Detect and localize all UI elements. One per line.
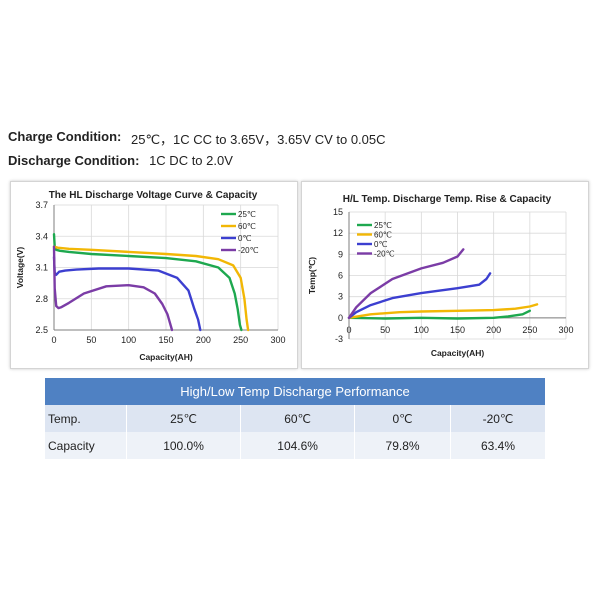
series-line--20℃ (52, 245, 174, 332)
table-row: Capacity 100.0% 104.6% 79.8% 63.4% (45, 432, 545, 459)
discharge-condition: Discharge Condition: 1C DC to 2.0V (8, 153, 233, 168)
legend-label: 25℃ (238, 210, 256, 219)
y-tick-label: 0 (338, 313, 343, 323)
x-tick-label: 300 (558, 325, 573, 335)
y-axis-label: Temp(℃) (307, 257, 317, 294)
x-tick-label: 0 (51, 335, 56, 345)
y-tick-label: 15 (333, 207, 343, 217)
series-line-60℃ (52, 245, 250, 332)
x-tick-label: 250 (233, 335, 248, 345)
x-axis-label: Capacity(AH) (431, 348, 485, 358)
table-cell: 0℃ (354, 405, 451, 432)
charge-condition: Charge Condition: 25℃，1C CC to 3.65V，3.6… (8, 129, 386, 147)
legend-label: -20℃ (238, 246, 259, 255)
x-tick-label: 250 (522, 325, 537, 335)
y-axis-label: Voltage(V) (15, 247, 25, 289)
series-line-0℃ (52, 255, 202, 332)
table-cell: 79.8% (354, 432, 451, 459)
temp-rise-chart: H/L Temp. Discharge Temp. Rise & Capacit… (307, 194, 574, 358)
y-tick-label: 3 (338, 292, 343, 302)
x-tick-label: 100 (121, 335, 136, 345)
y-tick-label: 9 (338, 249, 343, 259)
series-line-25℃ (347, 309, 531, 320)
temp-rise-chart-panel: H/L Temp. Discharge Temp. Rise & Capacit… (301, 181, 589, 369)
chart-title: H/L Temp. Discharge Temp. Rise & Capacit… (343, 194, 552, 205)
x-axis-label: Capacity(AH) (139, 352, 193, 362)
table-cell: 104.6% (240, 432, 355, 459)
series-line-0℃ (347, 272, 492, 319)
x-tick-label: 150 (158, 335, 173, 345)
y-tick-label: 12 (333, 228, 343, 238)
discharge-condition-label: Discharge Condition: (8, 153, 140, 168)
table-header-row: Temp. 25℃ 60℃ 0℃ -20℃ (45, 405, 545, 432)
x-tick-label: 150 (450, 325, 465, 335)
x-tick-label: 100 (414, 325, 429, 335)
chart-title: The HL Discharge Voltage Curve & Capacit… (49, 190, 258, 201)
legend-label: 60℃ (238, 222, 256, 231)
legend-label: 0℃ (238, 234, 251, 243)
table-cell: 63.4% (449, 432, 545, 459)
table-cell: Capacity (45, 432, 127, 459)
table-cell: 25℃ (125, 405, 241, 432)
y-tick-label: 3.4 (35, 231, 48, 241)
table-cell: 100.0% (125, 432, 241, 459)
x-tick-label: 200 (486, 325, 501, 335)
y-tick-label: 2.5 (35, 325, 48, 335)
table-cell: Temp. (45, 405, 127, 432)
table-cell: -20℃ (449, 405, 545, 432)
performance-table-title: High/Low Temp Discharge Performance (45, 378, 545, 405)
legend-label: 60℃ (374, 231, 392, 240)
legend-label: 25℃ (374, 221, 392, 230)
voltage-discharge-chart: The HL Discharge Voltage Curve & Capacit… (15, 190, 286, 362)
legend-label: 0℃ (374, 240, 387, 249)
legend-label: -20℃ (374, 250, 395, 259)
x-tick-label: 50 (380, 325, 390, 335)
y-tick-label: 6 (338, 271, 343, 281)
y-tick-label: 2.8 (35, 294, 48, 304)
y-tick-label: 3.7 (35, 200, 48, 210)
x-tick-label: 300 (270, 335, 285, 345)
x-tick-label: 200 (196, 335, 211, 345)
performance-table: High/Low Temp Discharge Performance Temp… (45, 378, 545, 459)
series-line-25℃ (52, 233, 243, 332)
charge-condition-label: Charge Condition: (8, 129, 122, 144)
y-tick-label: 3.1 (35, 263, 48, 273)
charge-condition-value: 25℃，1C CC to 3.65V，3.65V CV to 0.05C (131, 132, 386, 147)
discharge-condition-value: 1C DC to 2.0V (149, 153, 233, 168)
table-cell: 60℃ (240, 405, 355, 432)
series-line-60℃ (347, 303, 539, 319)
y-tick-label: -3 (335, 334, 343, 344)
series-line--20℃ (347, 248, 465, 319)
voltage-chart-panel: The HL Discharge Voltage Curve & Capacit… (10, 181, 298, 369)
x-tick-label: 50 (86, 335, 96, 345)
